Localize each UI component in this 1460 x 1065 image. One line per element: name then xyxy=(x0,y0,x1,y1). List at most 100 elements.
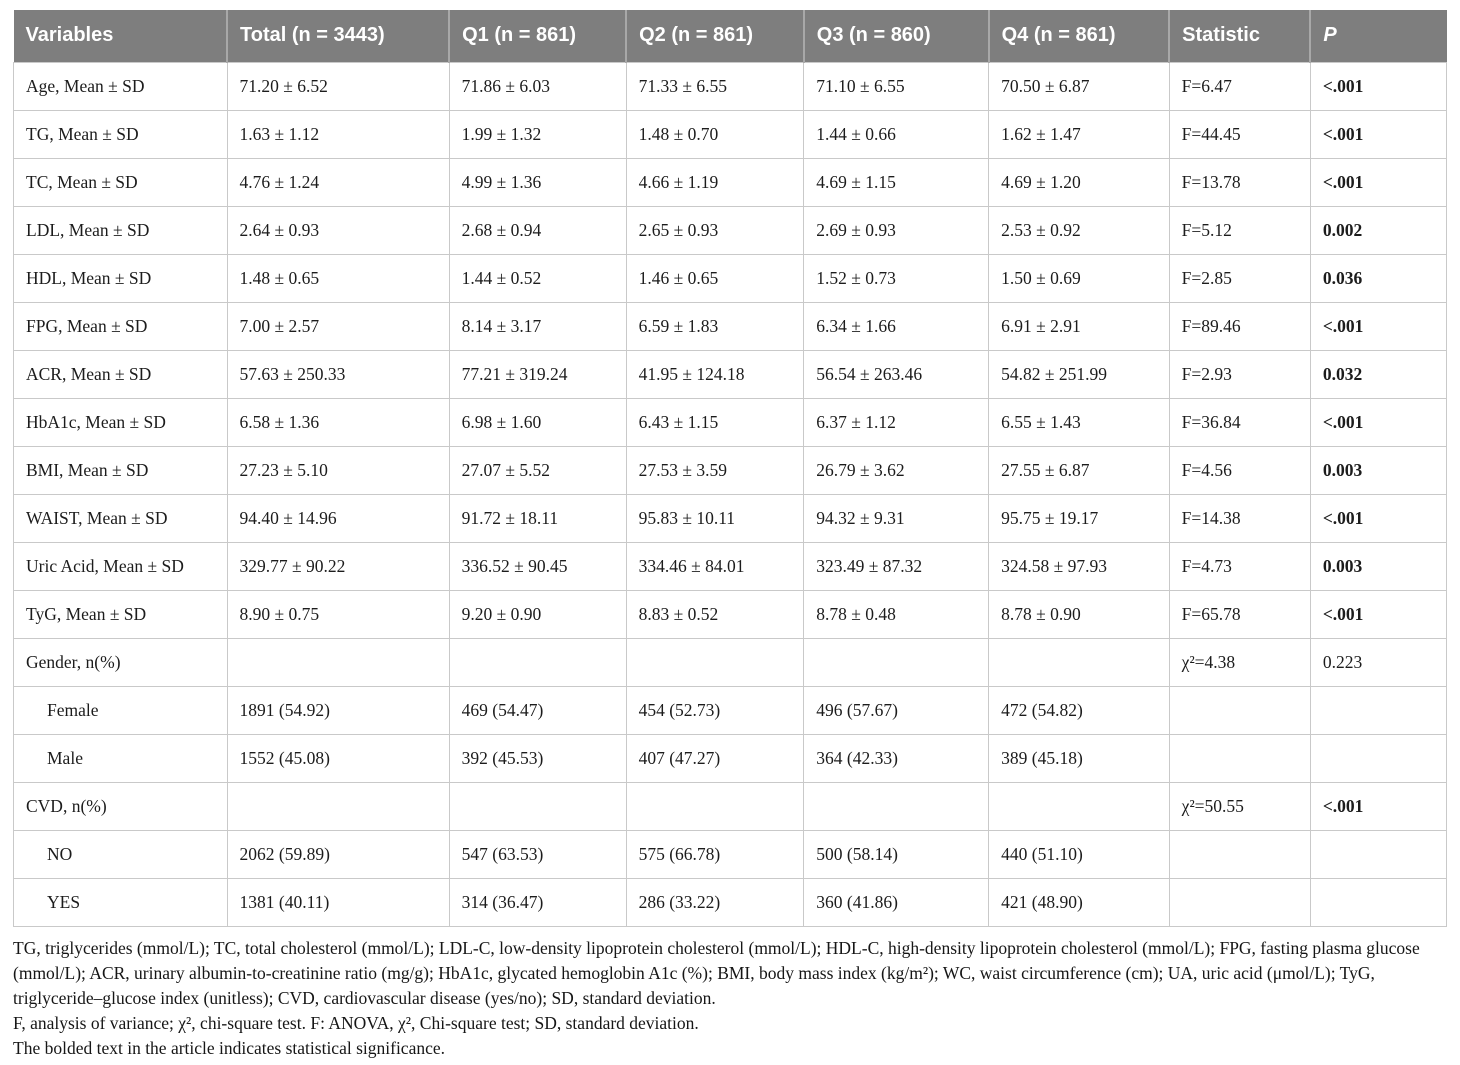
value-cell: 27.07 ± 5.52 xyxy=(448,445,627,495)
value-cell: 95.75 ± 19.17 xyxy=(988,493,1170,543)
value-cell: 364 (42.33) xyxy=(803,733,990,783)
value-cell: 71.86 ± 6.03 xyxy=(448,61,627,111)
row-label-cell: FPG, Mean ± SD xyxy=(13,301,228,351)
value-cell: 360 (41.86) xyxy=(803,877,990,927)
row-label-cell: NO xyxy=(13,829,228,879)
value-cell: 57.63 ± 250.33 xyxy=(226,349,450,399)
value-cell xyxy=(988,781,1170,831)
p-value-cell: 0.003 xyxy=(1309,541,1448,591)
p-value-cell: <.001 xyxy=(1309,301,1448,351)
value-cell: 26.79 ± 3.62 xyxy=(803,445,990,495)
table-row: NO 2062 (59.89) 547 (63.53) 575 (66.78) 500 … xyxy=(13,829,1448,879)
p-value-cell: <.001 xyxy=(1309,157,1448,207)
value-cell: 6.37 ± 1.12 xyxy=(803,397,990,447)
row-label-cell: Male xyxy=(13,733,228,783)
value-cell: 8.83 ± 0.52 xyxy=(625,589,805,639)
value-cell xyxy=(988,637,1170,687)
statistic-cell: F=13.78 xyxy=(1168,157,1311,207)
value-cell: 95.83 ± 10.11 xyxy=(625,493,805,543)
row-label-cell: WAIST, Mean ± SD xyxy=(13,493,228,543)
value-cell: 407 (47.27) xyxy=(625,733,805,783)
value-cell: 6.34 ± 1.66 xyxy=(803,301,990,351)
statistic-cell: F=2.85 xyxy=(1168,253,1311,303)
p-value-cell: <.001 xyxy=(1309,781,1448,831)
value-cell: 2.53 ± 0.92 xyxy=(988,205,1170,255)
value-cell: 392 (45.53) xyxy=(448,733,627,783)
value-cell: 1.52 ± 0.73 xyxy=(803,253,990,303)
statistic-cell: χ²=50.55 xyxy=(1168,781,1311,831)
value-cell: 4.99 ± 1.36 xyxy=(448,157,627,207)
table-row: TyG, Mean ± SD 8.90 ± 0.75 9.20 ± 0.90 8.83… xyxy=(13,589,1448,639)
value-cell: 324.58 ± 97.93 xyxy=(988,541,1170,591)
statistic-cell: F=6.47 xyxy=(1168,61,1311,111)
statistic-cell: F=2.93 xyxy=(1168,349,1311,399)
value-cell xyxy=(625,637,805,687)
value-cell: 4.66 ± 1.19 xyxy=(625,157,805,207)
row-label-cell: TyG, Mean ± SD xyxy=(13,589,228,639)
value-cell: 6.55 ± 1.43 xyxy=(988,397,1170,447)
value-cell: 94.32 ± 9.31 xyxy=(803,493,990,543)
p-value-cell: <.001 xyxy=(1309,397,1448,447)
statistic-cell xyxy=(1168,685,1311,735)
baseline-characteristics-table: Variables Total (n = 3443) Q1 (n = 861) Q2 … xyxy=(13,10,1448,927)
value-cell: 1.44 ± 0.66 xyxy=(803,109,990,159)
table-row: WAIST, Mean ± SD 94.40 ± 14.96 91.72 ± 18.… xyxy=(13,493,1448,543)
statistic-cell: F=44.45 xyxy=(1168,109,1311,159)
column-header-q2: Q2 (n = 861) xyxy=(625,10,804,62)
table-row: Gender, n(%) χ²=4.38 0.223 xyxy=(13,637,1448,687)
value-cell: 6.43 ± 1.15 xyxy=(625,397,805,447)
value-cell: 2.64 ± 0.93 xyxy=(226,205,450,255)
table-row: Male 1552 (45.08) 392 (45.53) 407 (47.27) 36… xyxy=(13,733,1448,783)
column-header-total: Total (n = 3443) xyxy=(226,10,450,62)
value-cell: 1552 (45.08) xyxy=(226,733,450,783)
table-row: ACR, Mean ± SD 57.63 ± 250.33 77.21 ± 319.… xyxy=(13,349,1448,399)
value-cell xyxy=(625,781,805,831)
table-row: HDL, Mean ± SD 1.48 ± 0.65 1.44 ± 0.52 1.46… xyxy=(13,253,1448,303)
value-cell: 2062 (59.89) xyxy=(226,829,450,879)
value-cell: 4.69 ± 1.15 xyxy=(803,157,990,207)
value-cell xyxy=(803,781,990,831)
value-cell: 9.20 ± 0.90 xyxy=(448,589,627,639)
value-cell: 314 (36.47) xyxy=(448,877,627,927)
value-cell: 71.33 ± 6.55 xyxy=(625,61,805,111)
table-row: YES 1381 (40.11) 314 (36.47) 286 (33.22) 360… xyxy=(13,877,1448,927)
p-value-cell: <.001 xyxy=(1309,493,1448,543)
table-row: TG, Mean ± SD 1.63 ± 1.12 1.99 ± 1.32 1.48 … xyxy=(13,109,1448,159)
value-cell: 1.48 ± 0.70 xyxy=(625,109,805,159)
value-cell: 329.77 ± 90.22 xyxy=(226,541,450,591)
value-cell: 27.53 ± 3.59 xyxy=(625,445,805,495)
value-cell: 41.95 ± 124.18 xyxy=(625,349,805,399)
row-label-cell: HDL, Mean ± SD xyxy=(13,253,228,303)
value-cell: 27.55 ± 6.87 xyxy=(988,445,1170,495)
value-cell: 472 (54.82) xyxy=(988,685,1170,735)
p-value-cell: 0.002 xyxy=(1309,205,1448,255)
p-value-cell xyxy=(1309,733,1448,783)
statistic-cell xyxy=(1168,877,1311,927)
value-cell: 77.21 ± 319.24 xyxy=(448,349,627,399)
value-cell: 2.65 ± 0.93 xyxy=(625,205,805,255)
value-cell: 8.78 ± 0.48 xyxy=(803,589,990,639)
p-value-cell xyxy=(1309,877,1448,927)
value-cell: 500 (58.14) xyxy=(803,829,990,879)
value-cell xyxy=(226,781,450,831)
statistic-cell: F=4.73 xyxy=(1168,541,1311,591)
row-label-cell: LDL, Mean ± SD xyxy=(13,205,228,255)
row-label-cell: HbA1c, Mean ± SD xyxy=(13,397,228,447)
value-cell: 469 (54.47) xyxy=(448,685,627,735)
footnote-abbreviations: TG, triglycerides (mmol/L); TC, total ch… xyxy=(13,937,1420,1008)
value-cell xyxy=(226,637,450,687)
value-cell: 421 (48.90) xyxy=(988,877,1170,927)
row-label-cell: BMI, Mean ± SD xyxy=(13,445,228,495)
value-cell xyxy=(448,781,627,831)
value-cell: 496 (57.67) xyxy=(803,685,990,735)
value-cell: 94.40 ± 14.96 xyxy=(226,493,450,543)
p-value-cell xyxy=(1309,829,1448,879)
table-row: TC, Mean ± SD 4.76 ± 1.24 4.99 ± 1.36 4.66 … xyxy=(13,157,1448,207)
value-cell: 2.68 ± 0.94 xyxy=(448,205,627,255)
value-cell xyxy=(803,637,990,687)
p-value-cell: <.001 xyxy=(1309,589,1448,639)
value-cell xyxy=(448,637,627,687)
statistic-cell: F=5.12 xyxy=(1168,205,1311,255)
table-footnotes: TG, triglycerides (mmol/L); TC, total ch… xyxy=(13,936,1453,1061)
